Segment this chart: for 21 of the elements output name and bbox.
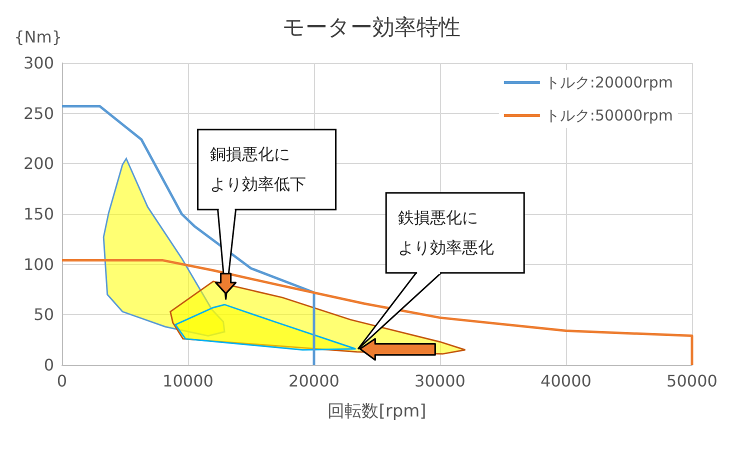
- legend-label: トルク:20000rpm: [544, 74, 674, 92]
- line-series: [60, 105, 316, 366]
- x-tick-label: 40000: [540, 372, 592, 390]
- x-tick-label: 20000: [288, 372, 340, 390]
- y-tick-label: 100: [23, 254, 54, 274]
- y-tick-label: 200: [23, 154, 54, 174]
- x-tick-label: 0: [56, 372, 68, 390]
- y-tick-label: 50: [34, 305, 54, 324]
- x-axis-title: 回転数[rpm]: [328, 402, 426, 422]
- y-axis-title: {Nm}: [14, 28, 62, 46]
- x-tick-label: 10000: [162, 372, 214, 390]
- y-tick-label: 250: [23, 104, 54, 123]
- y-tick-label: 0: [44, 356, 54, 374]
- y-tick-label: 150: [23, 204, 54, 224]
- annotation: 鉄損悪化により効率悪化: [398, 208, 494, 257]
- chart-title: モーター効率特性: [282, 16, 460, 40]
- y-tick-label: 300: [23, 54, 54, 72]
- x-tick-label: 30000: [414, 372, 466, 390]
- annotation: 銅損悪化により効率低下: [210, 144, 306, 194]
- x-tick-label: 50000: [666, 372, 718, 390]
- legend-label: トルク:50000rpm: [544, 106, 674, 124]
